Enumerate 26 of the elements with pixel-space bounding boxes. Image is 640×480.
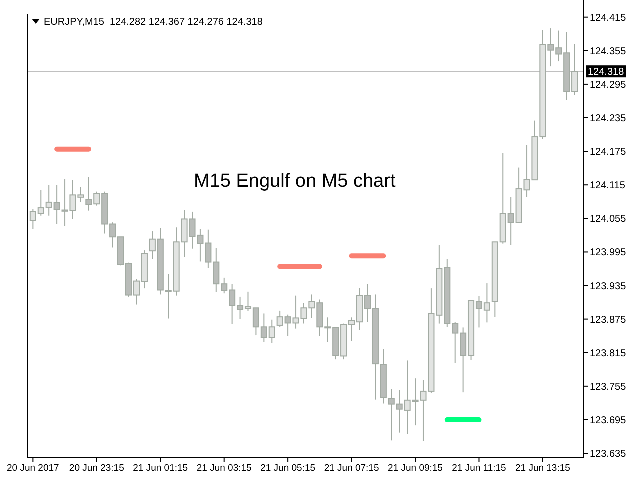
ref-line-label: 124.318 — [588, 67, 625, 78]
x-tick-label: 21 Jun 03:15 — [196, 463, 252, 474]
y-tick-label: 124.055 — [590, 214, 627, 226]
x-tick-label: 21 Jun 13:15 — [515, 463, 570, 474]
x-tick-label: 20 Jun 2017 — [7, 463, 60, 474]
annotation: M15 Engulf on M5 chart — [194, 171, 396, 192]
y-tick-label: 123.935 — [590, 281, 627, 292]
y-tick-label: 123.995 — [590, 248, 627, 259]
x-tick-label: 20 Jun 23:15 — [69, 463, 124, 474]
x-tick-label: 21 Jun 11:15 — [452, 463, 506, 474]
y-tick-label: 124.355 — [590, 46, 627, 58]
y-tick-label: 124.235 — [590, 114, 627, 125]
x-tick-label: 21 Jun 05:15 — [260, 463, 316, 474]
y-tick-label: 123.635 — [590, 449, 627, 460]
y-tick-label: 124.415 — [590, 12, 627, 24]
y-tick-label: 123.875 — [590, 314, 627, 326]
y-tick-label: 123.755 — [590, 382, 627, 393]
x-tick-label: 21 Jun 09:15 — [388, 463, 443, 474]
chart-title: EURJPY,M15 124.282 124.367 124.276 124.318 — [44, 17, 264, 28]
y-tick-label: 124.175 — [590, 147, 627, 158]
y-tick-label: 123.695 — [590, 415, 627, 426]
y-tick-label: 123.815 — [590, 348, 627, 360]
x-tick-label: 21 Jun 07:15 — [324, 463, 380, 474]
x-tick-label: 21 Jun 01:15 — [133, 463, 188, 474]
y-tick-label: 124.115 — [590, 180, 626, 192]
y-tick-label: 124.295 — [590, 80, 627, 91]
